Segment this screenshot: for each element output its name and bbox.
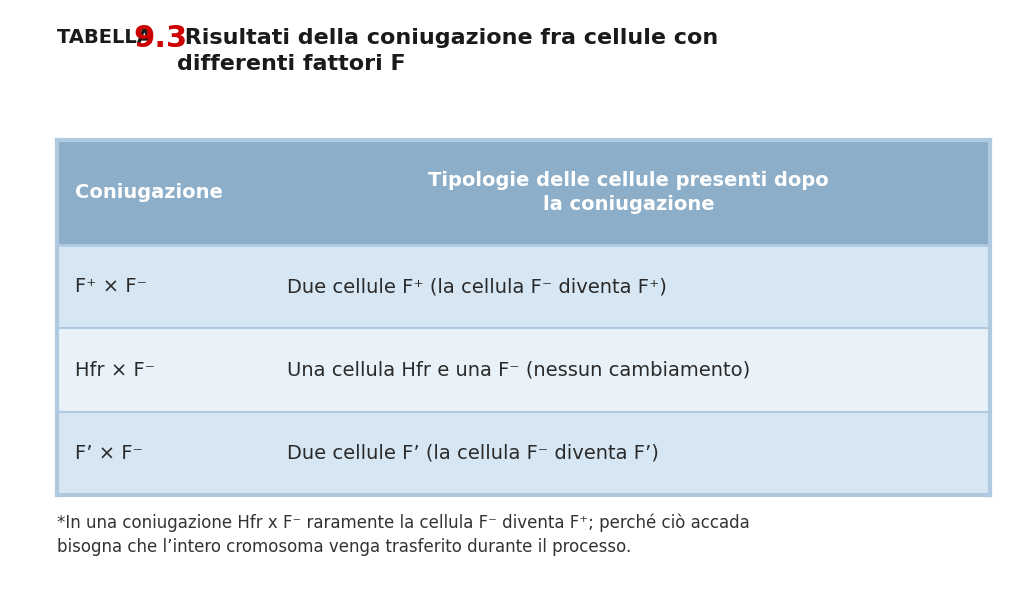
Text: Tipologie delle cellule presenti dopo
la coniugazione: Tipologie delle cellule presenti dopo la… [428, 171, 828, 214]
Text: 9.3: 9.3 [133, 24, 187, 53]
Text: Due cellule F’ (la cellula F⁻ diventa F’): Due cellule F’ (la cellula F⁻ diventa F’… [287, 444, 658, 463]
Text: Due cellule F⁺ (la cellula F⁻ diventa F⁺): Due cellule F⁺ (la cellula F⁻ diventa F⁺… [287, 277, 667, 296]
Text: Hfr × F⁻: Hfr × F⁻ [75, 361, 155, 380]
Text: Una cellula Hfr e una F⁻ (nessun cambiamento): Una cellula Hfr e una F⁻ (nessun cambiam… [287, 361, 751, 380]
Text: Coniugazione: Coniugazione [75, 183, 223, 202]
Text: *In una coniugazione Hfr x F⁻ raramente la cellula F⁻ diventa F⁺; perché ciò acc: *In una coniugazione Hfr x F⁻ raramente … [57, 513, 750, 556]
Text: Risultati della coniugazione fra cellule con
differenti fattori F: Risultati della coniugazione fra cellule… [177, 28, 718, 74]
Text: TABELLA: TABELLA [57, 28, 159, 47]
Bar [57, 329, 990, 412]
Bar [57, 245, 990, 329]
Bar [57, 140, 990, 245]
Bar [57, 140, 990, 495]
Text: F⁺ × F⁻: F⁺ × F⁻ [75, 277, 146, 296]
Bar [57, 412, 990, 495]
Text: F’ × F⁻: F’ × F⁻ [75, 444, 143, 463]
